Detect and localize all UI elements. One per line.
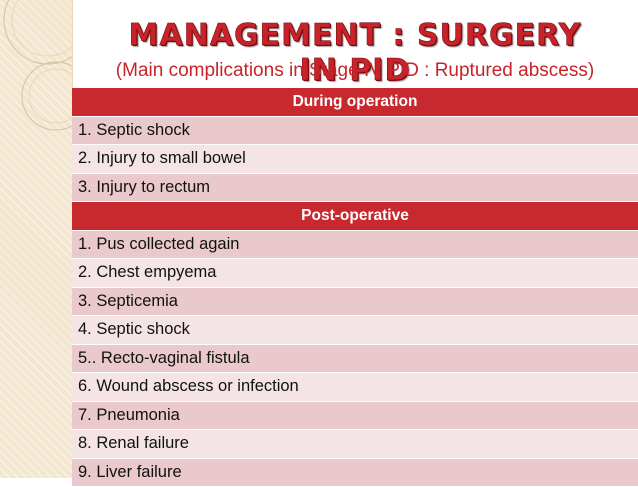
section-header-row: During operation xyxy=(72,88,638,117)
slide-subtitle: (Main complications in Stage IV PID : Ru… xyxy=(115,60,595,81)
table-row: 4. Septic shock xyxy=(72,315,638,345)
table-row: 1. Septic shock xyxy=(72,116,638,145)
complication-item: 3. Septicemia xyxy=(72,287,638,316)
complication-item: 8. Renal failure xyxy=(72,429,638,459)
decorative-circles xyxy=(3,0,72,131)
complication-item: 7. Pneumonia xyxy=(72,401,638,430)
table-row: 3. Injury to rectum xyxy=(72,173,638,202)
table-row: 8. Renal failure xyxy=(72,429,638,459)
decorative-side-band xyxy=(0,0,73,478)
section-heading-during-operation: During operation xyxy=(72,88,638,117)
table-row: 7. Pneumonia xyxy=(72,401,638,430)
table-row: 2. Injury to small bowel xyxy=(72,144,638,174)
complication-item: 5.. Recto-vaginal fistula xyxy=(72,344,638,373)
complication-item: 3. Injury to rectum xyxy=(72,173,638,202)
table-row: 3. Septicemia xyxy=(72,287,638,316)
complication-item: 2. Injury to small bowel xyxy=(72,144,638,174)
complication-item: 6. Wound abscess or infection xyxy=(72,372,638,402)
complication-item: 1. Pus collected again xyxy=(72,230,638,259)
section-heading-post-operative: Post-operative xyxy=(72,201,638,231)
table-row: 5.. Recto-vaginal fistula xyxy=(72,344,638,373)
table-row: 1. Pus collected again xyxy=(72,230,638,259)
complication-item: 1. Septic shock xyxy=(72,116,638,145)
table-row: 9. Liver failure xyxy=(72,458,638,487)
complication-item: 9. Liver failure xyxy=(72,458,638,487)
complication-item: 2. Chest empyema xyxy=(72,258,638,288)
table-row: 2. Chest empyema xyxy=(72,258,638,288)
complication-item: 4. Septic shock xyxy=(72,315,638,345)
table-row: 6. Wound abscess or infection xyxy=(72,372,638,402)
slide-title: Management : Surgery in PID xyxy=(128,18,582,89)
section-header-row: Post-operative xyxy=(72,201,638,231)
complications-table: During operation 1. Septic shock 2. Inju… xyxy=(72,88,638,487)
